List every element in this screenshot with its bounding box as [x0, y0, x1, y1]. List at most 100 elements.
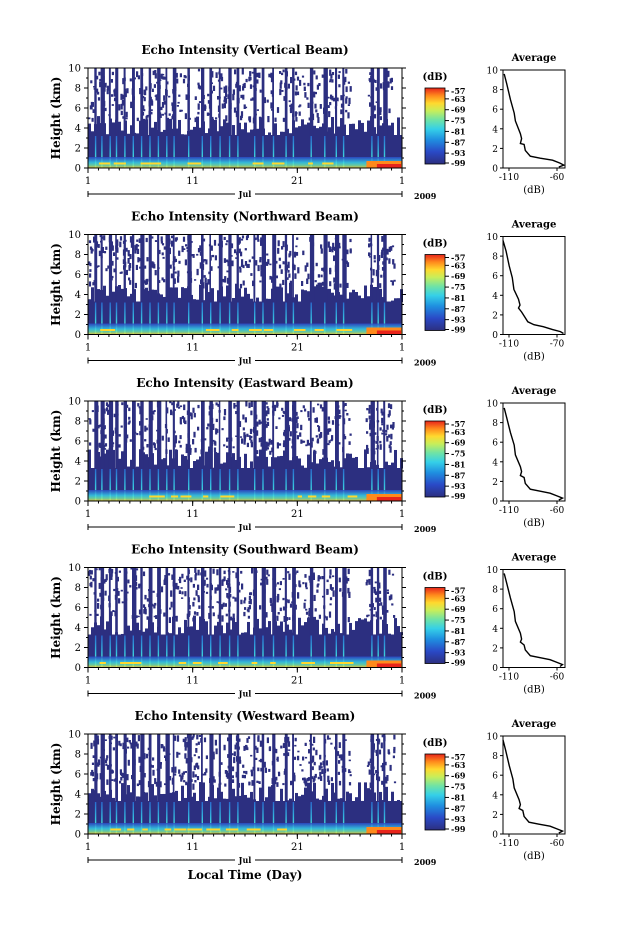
heatmap-cell — [301, 75, 305, 78]
heatmap-rain-column — [342, 469, 345, 501]
heatmap-plot — [88, 734, 402, 834]
heatmap-cell — [276, 442, 279, 449]
heatmap-rain-column — [132, 302, 134, 335]
heatmap-cell — [367, 94, 370, 97]
heatmap-cell — [130, 630, 133, 635]
heatmap-cell — [89, 273, 92, 278]
heatmap-cell — [266, 737, 269, 744]
heatmap-cell — [250, 410, 253, 416]
heatmap-cell — [113, 252, 116, 256]
heatmap-cell — [142, 105, 145, 110]
heatmap-cell — [242, 764, 245, 768]
heatmap-cell — [225, 828, 239, 831]
heatmap-cell — [258, 419, 261, 425]
heatmap-boundary-layer — [88, 323, 402, 335]
heatmap-cell — [295, 112, 298, 115]
heatmap-cell — [252, 280, 255, 287]
heatmap-title: Echo Intensity (Eastward Beam) — [136, 376, 353, 390]
heatmap-cell — [144, 439, 147, 442]
heatmap-cell — [174, 828, 187, 831]
x-tick-label: 21 — [291, 842, 304, 853]
heatmap-cell — [211, 254, 215, 258]
heatmap-cell — [98, 567, 101, 571]
heatmap-cell — [127, 785, 130, 802]
heatmap-plot — [88, 68, 402, 168]
heatmap-cell — [320, 274, 323, 278]
heatmap-cell — [294, 329, 306, 331]
heatmap-rain-column — [101, 802, 103, 834]
heatmap-cell — [390, 404, 393, 410]
heatmap-cell — [221, 604, 224, 608]
heatmap-cell — [88, 281, 92, 287]
heatmap-rain-column — [149, 302, 151, 335]
heatmap-cell — [192, 407, 195, 413]
heatmap-cell — [290, 77, 293, 84]
heatmap-rain-column — [310, 136, 312, 168]
heatmap-cell — [314, 103, 317, 109]
heatmap-cell — [89, 613, 92, 616]
heatmap-cell — [240, 94, 243, 99]
heatmap-cell — [365, 418, 368, 423]
heatmap-cell — [214, 119, 217, 136]
heatmap-cell — [110, 828, 122, 831]
heatmap-cell — [205, 259, 208, 265]
heatmap-cell — [230, 616, 233, 621]
heatmap-cell — [337, 126, 340, 136]
heatmap-rain-column — [210, 302, 212, 335]
heatmap-cell — [151, 289, 154, 302]
heatmap-cell — [223, 409, 227, 416]
heatmap-cell — [258, 116, 262, 120]
heatmap-cell — [301, 662, 315, 664]
heatmap-column — [108, 68, 111, 138]
heatmap-cell — [154, 95, 157, 97]
heatmap-cell — [369, 72, 372, 75]
heatmap-cell — [270, 102, 273, 109]
heatmap-cell — [91, 287, 94, 302]
heatmap-cell — [302, 582, 305, 585]
heatmap-cell — [234, 249, 237, 254]
heatmap-cell — [185, 94, 188, 100]
heatmap-cell — [128, 420, 131, 422]
heatmap-cell — [197, 756, 200, 759]
heatmap-cell — [143, 109, 146, 112]
heatmap-rain-column — [201, 302, 203, 335]
heatmap-cell — [384, 761, 387, 766]
heatmap-cell — [144, 265, 147, 269]
heatmap-cell — [313, 91, 316, 98]
heatmap-cell — [347, 578, 350, 582]
heatmap-cell — [320, 775, 323, 781]
heatmap-cell — [121, 783, 124, 802]
colorbar-tick-label: -63 — [451, 260, 466, 270]
heatmap-cell — [346, 262, 350, 267]
heatmap-cell — [247, 615, 250, 619]
heatmap-cell — [329, 102, 332, 106]
heatmap-cell — [111, 104, 114, 106]
heatmap-cell — [220, 791, 223, 802]
heatmap-cell — [327, 775, 330, 782]
heatmap-cell — [388, 125, 391, 136]
heatmap-cell — [226, 122, 229, 136]
heatmap-cell — [212, 753, 215, 760]
heatmap-cell — [257, 767, 260, 772]
heatmap-cell — [249, 592, 252, 596]
heatmap-cell — [223, 236, 226, 240]
colorbar-tick-label: -87 — [451, 637, 465, 647]
heatmap-rain-column — [228, 802, 231, 834]
colorbar-tick-label: -63 — [451, 94, 466, 104]
heatmap-rain-column — [140, 635, 143, 668]
heatmap-cell — [391, 603, 394, 606]
heatmap-cell — [381, 765, 384, 772]
heatmap-cell — [181, 633, 184, 635]
heatmap-cell — [223, 798, 226, 802]
heatmap-cell — [316, 584, 319, 588]
heatmap-cell — [160, 236, 163, 242]
heatmap-cell — [248, 259, 251, 263]
heatmap-cell — [197, 426, 200, 431]
heatmap-column — [148, 234, 152, 305]
x-tick-label: 1 — [399, 676, 405, 687]
heatmap-cell — [168, 113, 171, 116]
heatmap-cell — [347, 112, 350, 119]
heatmap-cell — [378, 590, 382, 594]
heatmap-cell — [192, 617, 195, 622]
heatmap-cell — [295, 411, 298, 416]
